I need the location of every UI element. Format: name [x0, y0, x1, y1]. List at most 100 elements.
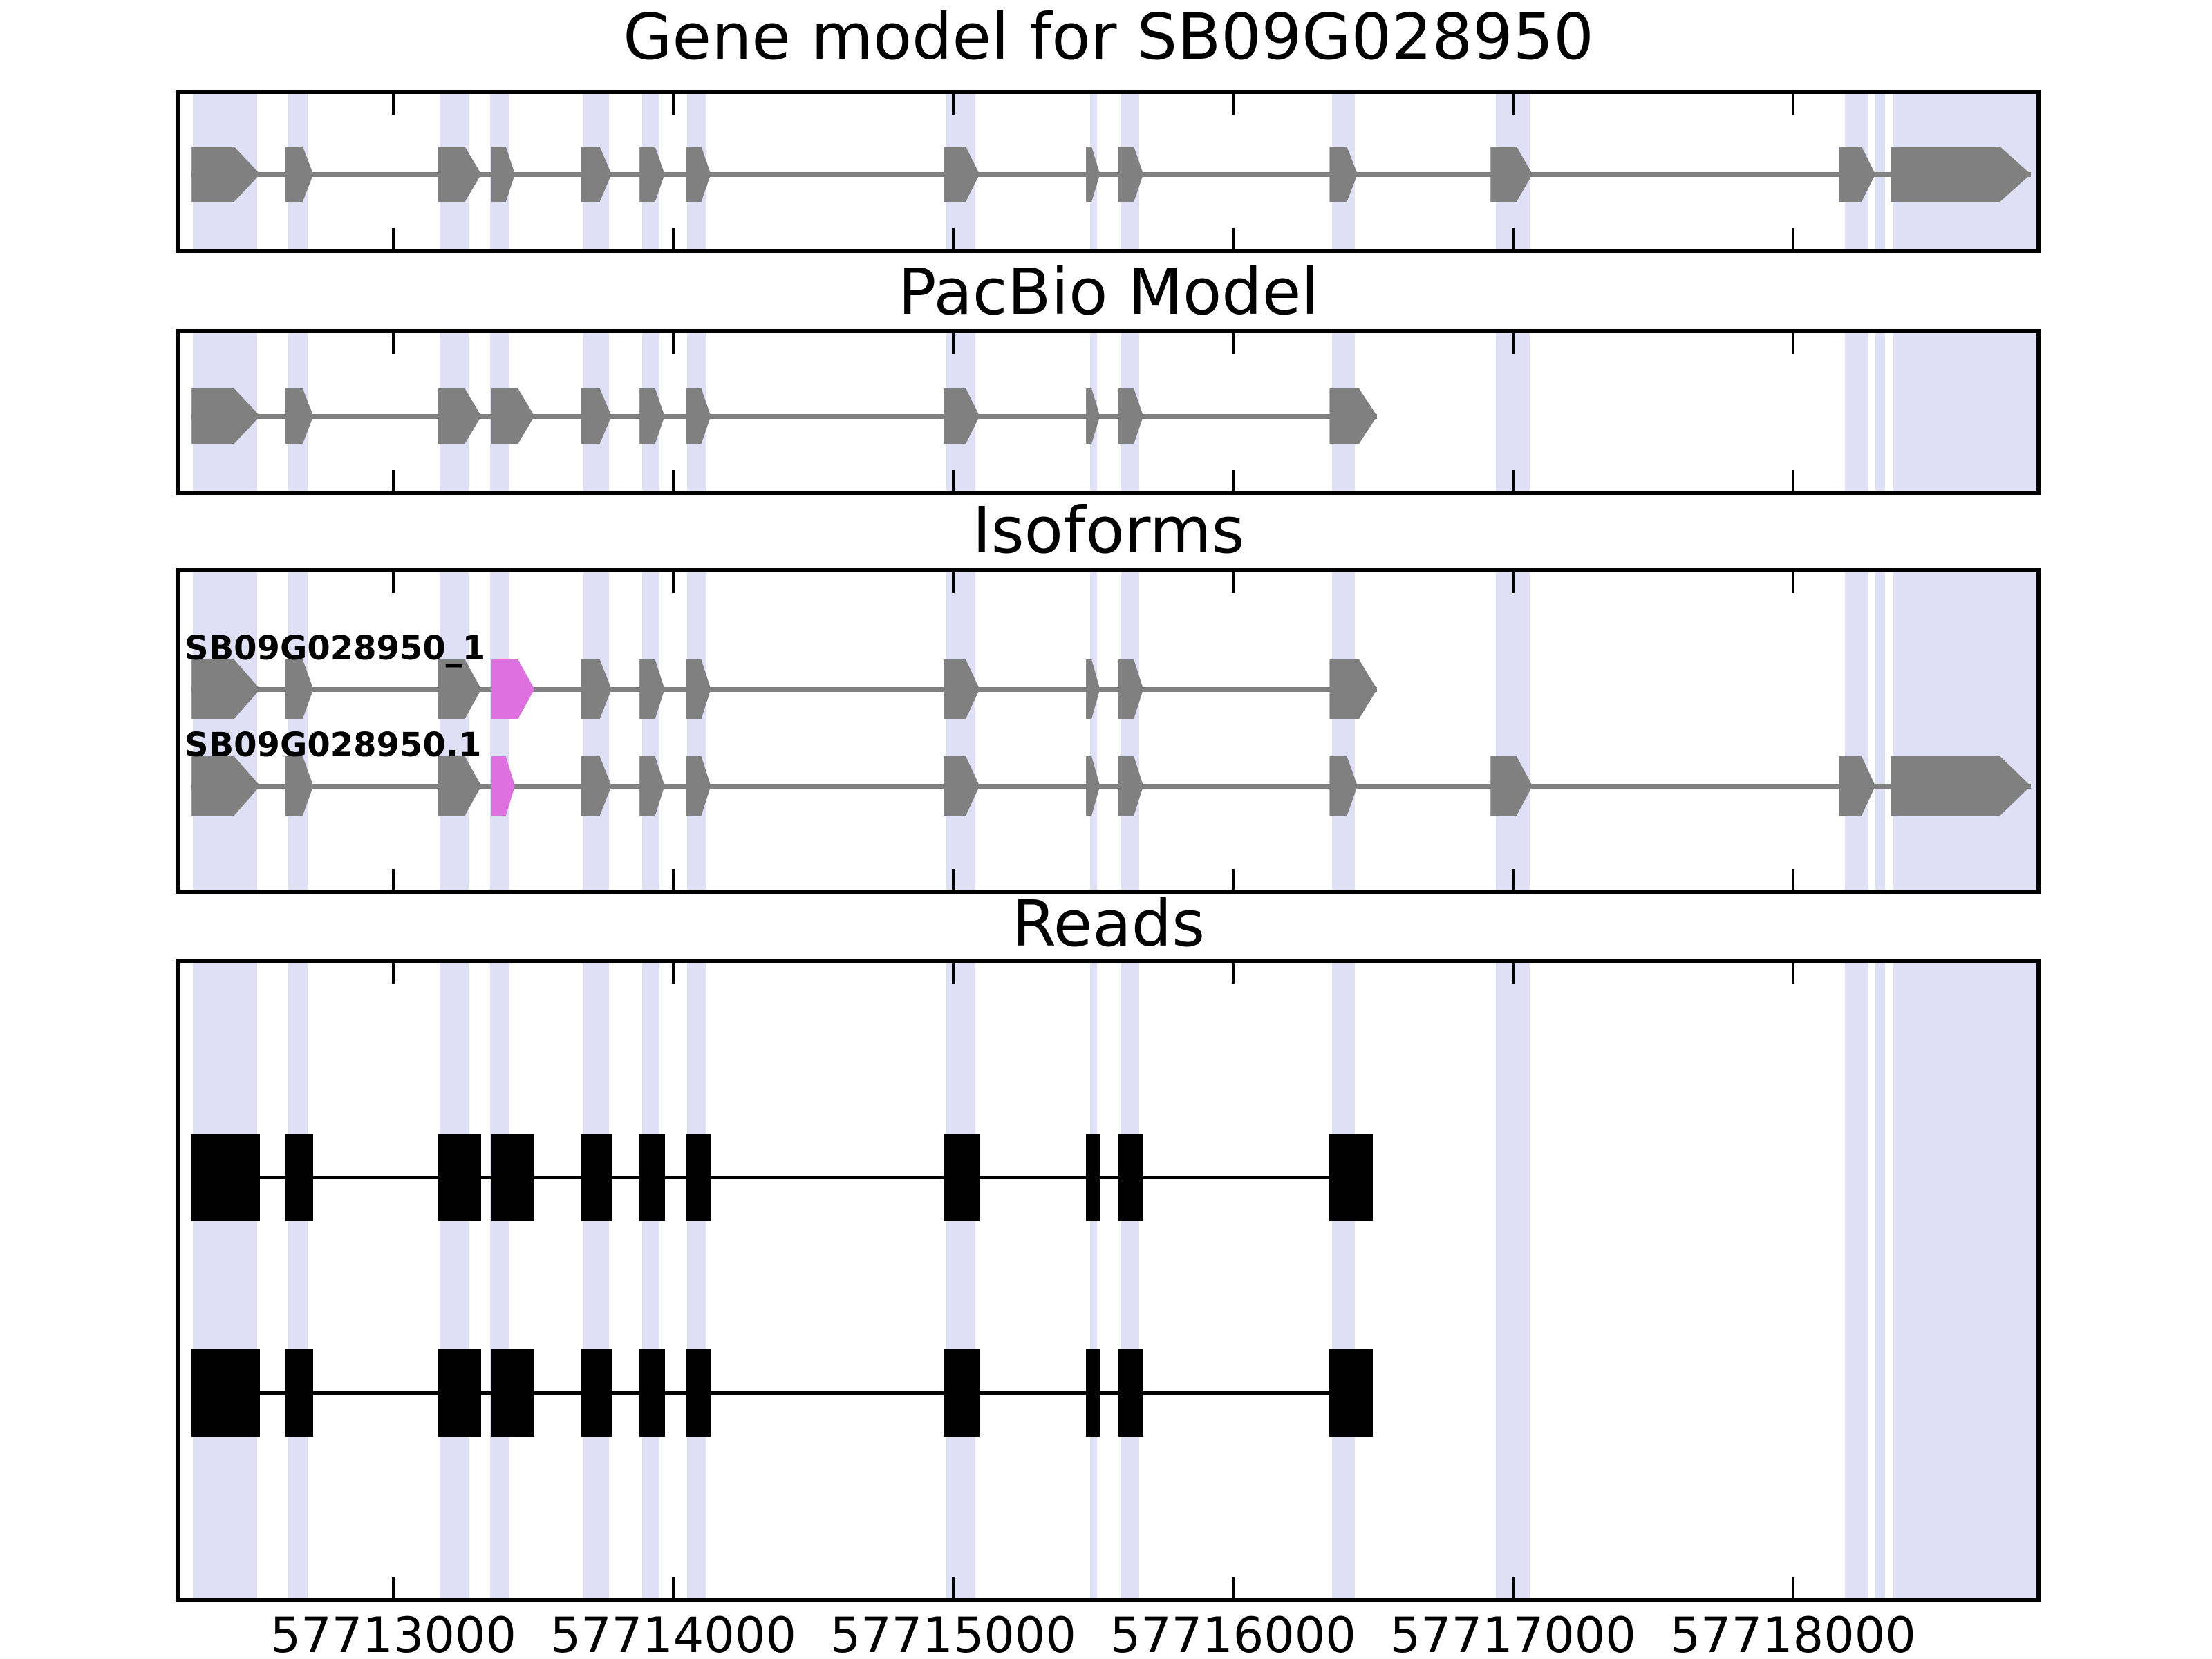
exon-arrow: [1891, 756, 2030, 816]
exon-highlight-band: [439, 963, 469, 1598]
axis-tick-mark: [1511, 94, 1515, 115]
axis-tick-mark: [1791, 94, 1794, 115]
panel-gene-model: [176, 90, 2041, 253]
axis-tick-mark: [951, 963, 955, 984]
axis-tick-mark: [391, 1577, 395, 1598]
x-axis-tick-label: 57716000: [1109, 1607, 1356, 1659]
exon-highlight-band: [583, 572, 609, 890]
exon-arrow: [1086, 147, 1100, 202]
read-exon-block: [943, 1133, 980, 1221]
axis-tick-mark: [1791, 572, 1794, 593]
exon-arrow: [686, 388, 711, 444]
axis-tick-mark: [391, 333, 395, 354]
axis-tick-mark: [1791, 869, 1794, 890]
axis-tick-mark: [1231, 228, 1235, 249]
exon-highlight-band: [642, 963, 659, 1598]
exon-highlight-band: [1496, 333, 1530, 491]
exon-arrow: [1118, 388, 1143, 444]
exon-highlight-band: [1844, 572, 1868, 890]
axis-tick-mark: [391, 470, 395, 491]
exon-arrow: [285, 659, 313, 719]
exon-highlight-band: [687, 963, 707, 1598]
axis-tick-mark: [671, 228, 675, 249]
read-intron-line: [191, 1175, 1374, 1179]
exon-arrow: [639, 756, 664, 816]
transcript-intron-line: [191, 413, 1378, 419]
exon-highlight-band: [946, 963, 976, 1598]
axis-tick-mark: [1511, 1577, 1515, 1598]
axis-tick-mark: [1231, 572, 1235, 593]
transcript-intron-line: [191, 171, 2031, 177]
read-exon-block: [639, 1133, 665, 1221]
exon-highlight-band: [1844, 333, 1868, 491]
x-axis-tick-label: 57718000: [1669, 1607, 1916, 1659]
axis-tick-mark: [1511, 333, 1515, 354]
exon-arrow: [1329, 659, 1377, 719]
exon-arrow: [285, 388, 313, 444]
read-exon-block: [581, 1133, 612, 1221]
axis-tick-mark: [391, 94, 395, 115]
exon-arrow: [1891, 147, 2030, 202]
axis-tick-mark: [1231, 1577, 1235, 1598]
x-axis-tick-label: 57713000: [270, 1607, 516, 1659]
isoform-label: SB09G028950.1: [185, 726, 482, 765]
read-exon-block: [639, 1349, 665, 1437]
axis-tick-mark: [951, 572, 955, 593]
exon-arrow: [686, 147, 711, 202]
axis-tick-mark: [1511, 470, 1515, 491]
axis-tick-mark: [1791, 228, 1794, 249]
exon-arrow: [1086, 756, 1100, 816]
axis-tick-mark: [951, 333, 955, 354]
exon-highlight-band: [687, 572, 707, 890]
highlighted-exon: [491, 756, 515, 816]
exon-arrow: [491, 147, 515, 202]
exon-arrow: [1839, 147, 1875, 202]
read-exon-block: [685, 1133, 711, 1221]
exon-highlight-band: [1090, 572, 1098, 890]
axis-tick-mark: [1791, 1577, 1794, 1598]
read-exon-block: [491, 1349, 535, 1437]
read-exon-block: [191, 1133, 261, 1221]
axis-tick-mark: [671, 1577, 675, 1598]
read-exon-block: [285, 1349, 314, 1437]
read-exon-block: [438, 1133, 482, 1221]
exon-highlight-band: [1875, 572, 1886, 890]
read-exon-block: [581, 1349, 612, 1437]
axis-tick-mark: [671, 963, 675, 984]
exon-arrow: [438, 756, 482, 816]
exon-highlight-band: [1875, 94, 1886, 249]
exon-highlight-band: [193, 963, 258, 1598]
exon-arrow: [639, 147, 664, 202]
exon-highlight-band: [193, 572, 258, 890]
exon-highlight-band: [1875, 333, 1886, 491]
axis-tick-mark: [391, 963, 395, 984]
exon-highlight-band: [583, 963, 609, 1598]
axis-tick-mark: [1511, 572, 1515, 593]
reads-title: Reads: [1011, 887, 1206, 961]
exon-highlight-band: [1332, 572, 1355, 890]
transcript-intron-line: [191, 686, 1378, 692]
exon-arrow: [285, 147, 313, 202]
x-axis-tick-label: 57717000: [1389, 1607, 1636, 1659]
axis-tick-mark: [671, 572, 675, 593]
read-exon-block: [285, 1133, 314, 1221]
panel-isoforms: SB09G028950_1 SB09G028950.1: [176, 568, 2041, 894]
read-exon-block: [1118, 1349, 1144, 1437]
x-axis-tick-label: 57714000: [550, 1607, 796, 1659]
pacbio-model-title: PacBio Model: [898, 255, 1319, 329]
read-exon-block: [1118, 1133, 1144, 1221]
exon-highlight-band: [1121, 963, 1140, 1598]
axis-tick-mark: [951, 470, 955, 491]
axis-tick-mark: [671, 869, 675, 890]
axis-tick-mark: [1791, 470, 1794, 491]
axis-tick-mark: [391, 572, 395, 593]
exon-highlight-band: [288, 572, 308, 890]
panel-reads: [176, 959, 2041, 1602]
exon-arrow: [1086, 659, 1100, 719]
axis-tick-mark: [951, 94, 955, 115]
axis-tick-mark: [1791, 333, 1794, 354]
read-exon-block: [1329, 1133, 1374, 1221]
exon-arrow: [491, 388, 535, 444]
transcript-intron-line: [191, 783, 2031, 789]
exon-arrow: [1118, 756, 1143, 816]
